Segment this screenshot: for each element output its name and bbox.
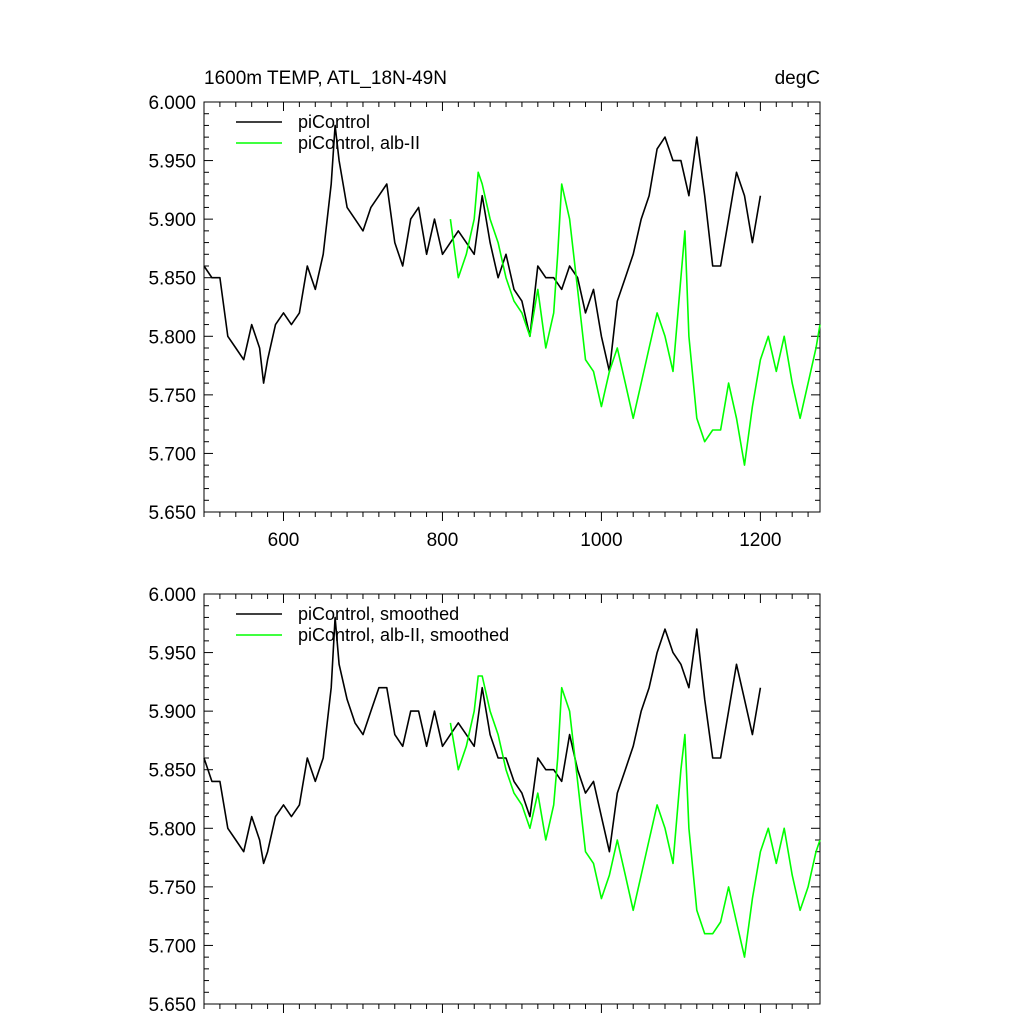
x-tick-label: 1200 [739, 530, 781, 551]
units-label: degC [775, 68, 820, 89]
plot-frame [203, 593, 821, 1005]
y-tick-label: 5.900 [148, 210, 196, 231]
x-tick-label: 800 [427, 530, 459, 551]
series-line-2 [449, 675, 821, 958]
legend-label: piControl, alb-II [298, 133, 420, 153]
bottom-line-plot: 5.650 5.700 5.750 5.800 5.850 5.900 5.950 6.000… [148, 585, 821, 1016]
y-tick-label: 5.700 [148, 444, 196, 465]
x-tick-label: 600 [268, 530, 300, 551]
legend-label: piControl, smoothed [298, 604, 459, 624]
y-tick-label: 5.650 [148, 995, 196, 1016]
y-tick-label: 5.750 [148, 878, 196, 899]
y-tick-label: 5.800 [148, 819, 196, 840]
y-tick-label: 6.000 [148, 93, 196, 114]
top-line-plot: 5.650 5.700 5.750 5.800 5.850 5.900 5.950 6.000… [148, 93, 821, 551]
series-line-1 [203, 124, 762, 384]
y-tick-label: 5.900 [148, 702, 196, 723]
y-tick-label: 5.950 [148, 152, 196, 173]
y-tick-label: 5.850 [148, 269, 196, 290]
y-tick-label: 5.850 [148, 761, 196, 782]
y-tick-label: 5.700 [148, 936, 196, 957]
y-tick-label: 5.650 [148, 503, 196, 524]
y-tick-label: 5.950 [148, 644, 196, 665]
y-tick-label: 5.800 [148, 327, 196, 348]
series-line-1 [203, 616, 762, 865]
legend-label: piControl [298, 112, 370, 132]
y-tick-label: 6.000 [148, 585, 196, 606]
legend-label: piControl, alb-II, smoothed [298, 625, 509, 645]
x-tick-label: 1000 [580, 530, 622, 551]
plot-frame [203, 101, 821, 513]
series-line-2 [449, 171, 821, 466]
y-tick-label: 5.750 [148, 386, 196, 407]
figure-title: 1600m TEMP, ATL_18N-49N [204, 68, 447, 89]
